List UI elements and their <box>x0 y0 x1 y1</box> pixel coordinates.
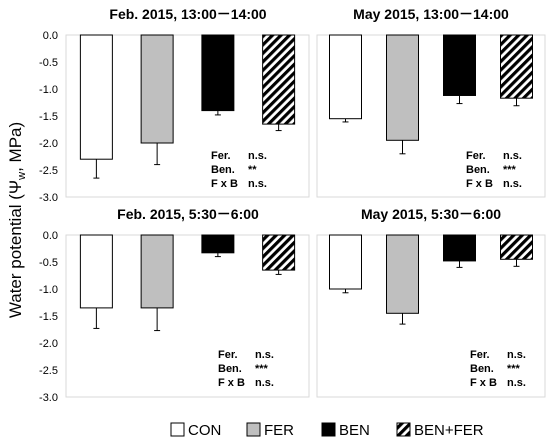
bar-ben <box>443 34 476 96</box>
y-tick-label: -1.0 <box>39 84 58 96</box>
bar-ben <box>443 234 476 262</box>
y-tick-label: -3.0 <box>39 192 58 204</box>
y-axis-label-main: Water potential (Ψ <box>6 180 25 318</box>
panel-title: Feb. 2015, 13:00－14:00 <box>109 6 266 22</box>
y-tick-label: -3.0 <box>39 392 58 404</box>
legend: CON FER BEN BEN+FER <box>170 422 484 439</box>
bar-ben <box>201 234 235 254</box>
bar-fer <box>140 34 174 144</box>
panel-2: May 2015, 13:00－14:00 Fer. n.s. Ben. *** F x … <box>316 6 546 198</box>
y-tick-label: -2.5 <box>39 365 58 377</box>
legend-swatch-fer <box>246 422 261 437</box>
bar-fer <box>386 34 419 141</box>
plot-frame <box>65 234 310 398</box>
y-tick-label: -0.5 <box>39 57 58 69</box>
bar-ben-fer <box>262 234 296 271</box>
bar-con <box>79 234 113 309</box>
panel-title: May 2015, 13:00－14:00 <box>353 6 509 22</box>
y-tick-label: -0.5 <box>39 257 58 269</box>
panel-4: May 2015, 5:30－6:00 Fer. n.s. Ben. *** F x B n… <box>316 206 546 398</box>
y-axis-label-subscript: w <box>16 172 28 181</box>
stat-significance: *** <box>255 363 269 375</box>
stat-significance: n.s. <box>507 377 526 389</box>
stat-significance: n.s. <box>255 349 274 361</box>
panel-title: May 2015, 5:30－6:00 <box>361 206 501 222</box>
bar-ben <box>201 34 235 112</box>
legend-swatch-ben <box>321 422 336 437</box>
stat-factor: F x B <box>211 178 238 190</box>
stat-factor: Fer. <box>218 349 238 361</box>
y-tick-label: -2.0 <box>39 338 58 350</box>
stat-factor: F x B <box>466 178 493 190</box>
stat-significance: n.s. <box>503 178 522 190</box>
stat-factor: Ben. <box>470 363 494 375</box>
stat-factor: F x B <box>470 377 497 389</box>
legend-label: CON <box>188 422 221 439</box>
y-axis-label: Water potential (Ψw, MPa) <box>6 122 28 318</box>
bar-ben-fer <box>500 34 533 99</box>
stat-factor: Ben. <box>218 363 242 375</box>
stat-significance: n.s. <box>255 377 274 389</box>
panel-1: Feb. 2015, 13:00－14:00 0.0 -0.5 -1.0 -1.5 -2.… <box>39 6 310 204</box>
legend-label: BEN+FER <box>414 422 484 439</box>
y-tick-label: -2.0 <box>39 138 58 150</box>
panel-title: Feb. 2015, 5:30－6:00 <box>117 206 259 222</box>
stat-factor: Fer. <box>466 150 486 162</box>
legend-swatch-ben-fer <box>396 422 411 437</box>
plot-frame <box>316 34 546 198</box>
bar-ben-fer <box>262 34 296 125</box>
legend-label: FER <box>264 422 294 439</box>
stat-significance: n.s. <box>507 349 526 361</box>
stat-factor: F x B <box>218 377 245 389</box>
bar-con <box>79 34 113 160</box>
stat-factor: Ben. <box>211 164 235 176</box>
bar-con <box>329 234 362 290</box>
stat-significance: ** <box>248 164 257 176</box>
y-tick-label: -1.5 <box>39 311 58 323</box>
bar-ben-fer <box>500 234 533 260</box>
panel-3: Feb. 2015, 5:30－6:00 0.0 -0.5 -1.0 -1.5 -2.0 -… <box>39 206 310 404</box>
stat-factor: Fer. <box>211 150 231 162</box>
bar-fer <box>386 234 419 314</box>
legend-swatch-con <box>170 422 185 437</box>
panels: Feb. 2015, 13:00－14:00 0.0 -0.5 -1.0 -1.5 -2.… <box>39 6 546 404</box>
stat-significance: n.s. <box>248 150 267 162</box>
stat-significance: *** <box>507 363 521 375</box>
y-tick-label: 0.0 <box>43 230 58 242</box>
y-tick-label: -2.5 <box>39 165 58 177</box>
stat-significance: n.s. <box>503 150 522 162</box>
plot-frame <box>316 234 546 398</box>
bar-con <box>329 34 362 120</box>
plot-frame <box>65 34 310 198</box>
y-tick-label: -1.0 <box>39 284 58 296</box>
y-tick-label: -1.5 <box>39 111 58 123</box>
y-axis-label-unit: , MPa) <box>6 122 25 172</box>
stat-factor: Ben. <box>466 164 490 176</box>
bar-fer <box>140 234 174 309</box>
y-tick-label: 0.0 <box>43 30 58 42</box>
legend-label: BEN <box>339 422 370 439</box>
stat-significance: *** <box>503 164 517 176</box>
stat-significance: n.s. <box>248 178 267 190</box>
stat-factor: Fer. <box>470 349 490 361</box>
